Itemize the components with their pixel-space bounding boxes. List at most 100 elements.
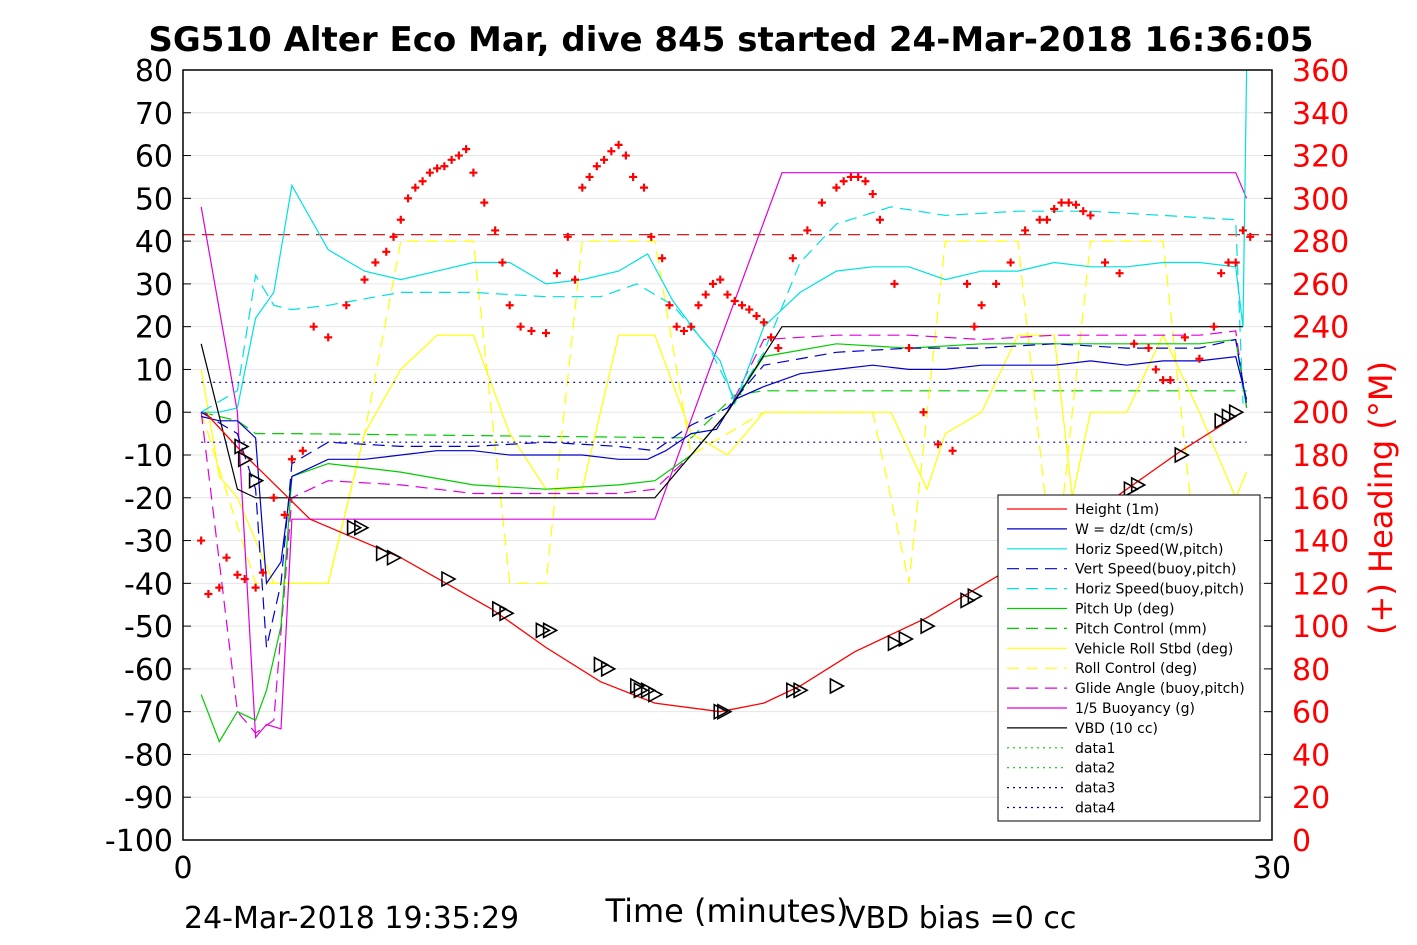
heading-point — [258, 568, 267, 577]
left-tick-label: 20 — [135, 311, 173, 346]
left-tick-label: -80 — [124, 738, 173, 773]
legend: Height (1m) W = dz/dt (cm/s) Horiz Speed(W… — [997, 494, 1261, 822]
heading-point — [469, 168, 478, 177]
heading-point — [723, 290, 732, 299]
heading-point — [854, 172, 863, 181]
heading-point — [600, 155, 609, 164]
heading-point — [839, 177, 848, 186]
position-marker — [237, 450, 254, 468]
timestamp-footer: 24-Mar-2018 19:35:29 — [184, 901, 519, 936]
heading-point — [919, 408, 928, 417]
x-axis: 0 30 — [173, 851, 1291, 886]
heading-point — [1101, 258, 1110, 267]
heading-point — [480, 198, 489, 207]
left-tick-label: 50 — [135, 182, 173, 217]
legend-entry: data3 — [1075, 781, 1115, 797]
left-tick-label: -100 — [105, 824, 173, 859]
left-tick-label: 70 — [135, 97, 173, 132]
legend-entry: Horiz Speed(W,pitch) — [1075, 542, 1223, 558]
heading-point — [462, 145, 471, 154]
heading-point — [658, 254, 667, 263]
heading-point — [1159, 376, 1168, 385]
heading-point — [1086, 211, 1095, 220]
heading-point — [679, 326, 688, 335]
heading-point — [614, 140, 623, 149]
x-tick-label: 0 — [173, 851, 192, 886]
series-line-2 — [201, 69, 1248, 413]
position-marker — [967, 587, 984, 605]
heading-point — [832, 183, 841, 192]
heading-point — [440, 162, 449, 171]
position-marker — [1130, 476, 1147, 494]
right-tick-label: 0 — [1292, 824, 1311, 859]
heading-point — [629, 172, 638, 181]
series-line-4 — [200, 206, 1244, 413]
left-tick-label: -50 — [124, 610, 173, 645]
heading-point — [817, 198, 826, 207]
heading-point — [1195, 354, 1204, 363]
heading-point — [371, 258, 380, 267]
heading-point — [592, 162, 601, 171]
heading-point — [411, 183, 420, 192]
heading-point — [447, 155, 456, 164]
vbd-bias-footer: VBD bias =0 cc — [845, 901, 1076, 936]
right-tick-label: 340 — [1292, 97, 1349, 132]
heading-point — [745, 305, 754, 314]
right-tick-label: 360 — [1292, 54, 1349, 89]
heading-point — [215, 583, 224, 592]
heading-point — [1079, 207, 1088, 216]
heading-points — [197, 140, 1255, 599]
heading-point — [1166, 376, 1175, 385]
position-marker — [920, 617, 936, 635]
position-marker — [829, 677, 846, 695]
heading-point — [542, 329, 550, 338]
right-axis: 3603403203002802602402202001801601401201… — [1264, 54, 1349, 859]
right-tick-label: 120 — [1292, 567, 1349, 602]
series-line-1 — [201, 355, 1248, 586]
right-tick-label: 80 — [1292, 653, 1330, 688]
heading-point — [621, 151, 630, 160]
heading-point — [948, 446, 957, 455]
heading-point — [269, 493, 278, 502]
heading-point — [505, 301, 514, 310]
heading-point — [433, 164, 442, 173]
heading-point — [1224, 258, 1233, 267]
right-tick-label: 20 — [1292, 781, 1330, 816]
heading-point — [963, 279, 972, 288]
heading-point — [204, 590, 213, 599]
position-marker — [441, 570, 457, 588]
legend-entry: Vehicle Roll Stbd (deg) — [1075, 641, 1233, 657]
heading-point — [861, 177, 870, 186]
heading-point — [389, 232, 398, 241]
heading-point — [1042, 215, 1051, 224]
heading-point — [1071, 200, 1080, 209]
heading-point — [1057, 198, 1066, 207]
left-tick-label: 30 — [135, 268, 173, 303]
heading-point — [992, 279, 1001, 288]
series-line-11 — [200, 326, 1243, 499]
heading-point — [788, 254, 797, 263]
heading-point — [1151, 365, 1160, 374]
heading-point — [233, 570, 242, 579]
heading-point — [251, 583, 260, 592]
heading-point — [585, 172, 594, 181]
heading-point — [404, 194, 413, 203]
right-tick-label: 180 — [1292, 439, 1349, 474]
chart-title: SG510 Alter Eco Mar, dive 845 started 24… — [148, 20, 1313, 60]
position-marker — [713, 703, 729, 721]
heading-point — [491, 226, 500, 235]
heading-point — [730, 297, 739, 305]
heading-point — [498, 258, 507, 267]
right-tick-label: 220 — [1292, 353, 1349, 388]
left-axis: 80 70 60 50 40 30 20 10 0 -10 -20 -30 -40 -50 -60 -70 -8… — [105, 54, 191, 859]
heading-point — [280, 510, 289, 519]
left-tick-label: 40 — [135, 225, 173, 260]
heading-point — [752, 311, 761, 320]
heading-point — [1006, 258, 1015, 267]
left-tick-label: -60 — [124, 653, 173, 688]
heading-point — [1217, 269, 1226, 278]
position-marker — [1228, 403, 1245, 421]
legend-entry: Roll Control (deg) — [1075, 661, 1197, 677]
heading-point — [868, 190, 877, 199]
